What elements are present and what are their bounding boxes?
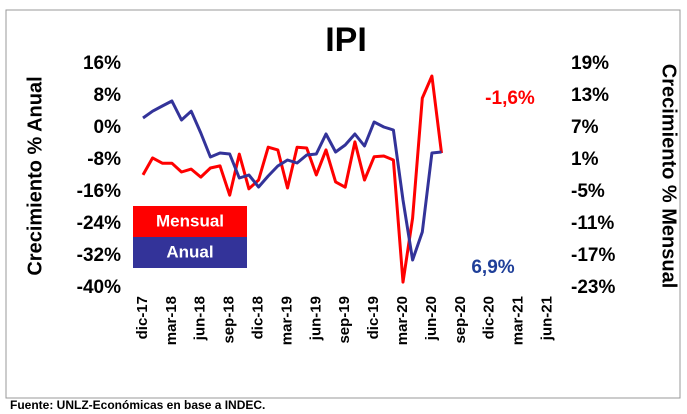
y2-tick-label: -23% <box>571 277 615 298</box>
y2-tick-label: 19% <box>571 53 609 74</box>
y-tick-label: -8% <box>87 149 121 170</box>
x-tick-label: mar-18 <box>163 296 180 345</box>
y2-tick-label: -5% <box>571 181 605 202</box>
annotation: -1,6% <box>485 88 535 109</box>
y2-axis-label: Crecimiento % Mensual <box>658 64 680 289</box>
x-tick-label: sep-19 <box>336 296 353 344</box>
x-tick-label: jun-19 <box>307 296 324 341</box>
x-tick-label: sep-20 <box>452 296 469 344</box>
source-note: Fuente: UNLZ-Económicas en base a INDEC. <box>10 398 265 412</box>
x-tick-label: dic-18 <box>250 296 267 339</box>
x-tick-label: jun-20 <box>423 296 440 341</box>
y-tick-label: 0% <box>94 117 122 138</box>
x-tick-label: sep-18 <box>221 296 238 344</box>
x-tick-label: mar-19 <box>278 296 295 345</box>
y2-tick-label: 13% <box>571 85 609 106</box>
x-tick-label: jun-18 <box>192 296 209 341</box>
y-tick-label: -32% <box>77 245 121 266</box>
x-tick-label: dic-20 <box>481 296 498 339</box>
y-tick-label: -40% <box>77 277 121 298</box>
legend-swatch <box>133 237 247 268</box>
x-tick-label: mar-20 <box>394 296 411 345</box>
y2-tick-label: -17% <box>571 245 615 266</box>
legend-label: Mensual <box>156 211 224 230</box>
y-tick-label: 16% <box>83 53 121 74</box>
x-tick-label: dic-17 <box>134 296 151 339</box>
chart-title: IPI <box>325 21 367 59</box>
y2-tick-label: 1% <box>571 149 599 170</box>
y-tick-label: 8% <box>94 85 122 106</box>
x-tick-label: jun-21 <box>538 296 555 341</box>
y-tick-label: -16% <box>77 181 121 202</box>
legend-swatch <box>133 206 247 237</box>
line-series <box>142 99 442 262</box>
y-axis-label: Crecimiento % Anual <box>24 76 46 275</box>
y2-tick-label: 7% <box>571 117 599 138</box>
y-tick-label: -24% <box>77 213 121 234</box>
line-series <box>141 74 443 284</box>
annotation: 6,9% <box>471 257 514 278</box>
x-tick-label: dic-19 <box>365 296 382 339</box>
x-tick-label: mar-21 <box>510 296 527 345</box>
y2-tick-label: -11% <box>571 213 614 234</box>
legend-label: Anual <box>166 242 213 261</box>
chart-frame <box>5 9 681 399</box>
